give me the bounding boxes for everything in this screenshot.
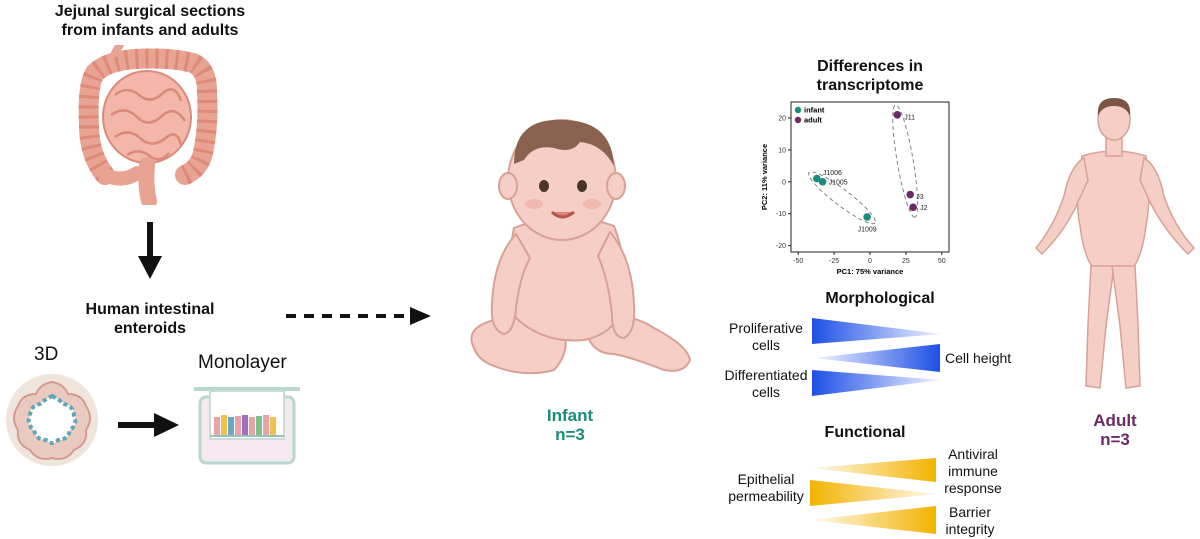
proliferative-line1: Proliferative bbox=[729, 320, 803, 336]
differentiated-wedge bbox=[812, 370, 942, 396]
functional-title: Functional bbox=[824, 424, 906, 441]
legend-adult-swatch bbox=[794, 116, 802, 124]
differentiated-cells-label: Differentiated cells bbox=[718, 367, 814, 401]
functional-wedges bbox=[810, 458, 938, 534]
enteroids-title: Human intestinal enteroids bbox=[45, 300, 255, 338]
enteroids-title-line2: enteroids bbox=[113, 320, 186, 337]
infant-point bbox=[813, 174, 821, 183]
source-title-line2: from infants and adults bbox=[61, 22, 239, 39]
infant-point bbox=[818, 177, 827, 186]
epithelial-wedge bbox=[810, 480, 938, 506]
antiviral-response-label: Antiviral immune response bbox=[936, 446, 1010, 497]
y-tick-label: 10 bbox=[778, 147, 786, 154]
point-label: J3 bbox=[916, 194, 924, 201]
x-tick-label: -25 bbox=[829, 258, 839, 265]
legend-infant-label: infant bbox=[804, 106, 825, 115]
organoid-3d-illustration bbox=[6, 374, 98, 466]
adult-point bbox=[893, 110, 902, 119]
infant-point bbox=[863, 213, 871, 221]
monolayer-transwell-illustration bbox=[194, 387, 300, 465]
point-label: J2 bbox=[920, 205, 928, 212]
y-tick-label: 20 bbox=[778, 115, 786, 122]
y-tick-label: -20 bbox=[776, 243, 786, 250]
infant-n: n=3 bbox=[555, 425, 585, 444]
transcriptome-title-line1: Differences in bbox=[817, 58, 923, 75]
adult-group-ellipse bbox=[892, 104, 919, 218]
source-title-line1: Jejunal surgical sections bbox=[54, 3, 246, 20]
adult-n: n=3 bbox=[1100, 430, 1130, 449]
source-title: Jejunal surgical sections from infants a… bbox=[20, 2, 280, 40]
cell-height-label: Cell height bbox=[945, 350, 1012, 366]
differentiated-line1: Differentiated bbox=[724, 367, 808, 383]
x-axis-label: PC1: 75% variance bbox=[837, 267, 904, 276]
antiviral-wedge bbox=[810, 458, 936, 482]
down-arrow-icon bbox=[138, 222, 162, 279]
transcriptome-title: Differences in transcriptome bbox=[780, 57, 960, 95]
proliferative-line2: cells bbox=[751, 337, 780, 353]
enteroids-title-line1: Human intestinal bbox=[85, 301, 215, 318]
point-label: J1006 bbox=[823, 170, 842, 177]
point-label: J1009 bbox=[858, 226, 877, 233]
barrier-integrity-label: Barrier integrity bbox=[938, 504, 1002, 538]
adult-label: Adult bbox=[1093, 411, 1137, 430]
point-label: J1005 bbox=[829, 179, 848, 186]
barrier-line2: integrity bbox=[945, 521, 995, 537]
legend-infant-swatch bbox=[794, 106, 802, 114]
infant-group-ellipse bbox=[808, 171, 876, 225]
morphological-wedges bbox=[812, 318, 942, 396]
epithelial-line2: permeability bbox=[728, 488, 804, 504]
infant-label-group: Infant n=3 bbox=[530, 406, 610, 444]
adult-point bbox=[906, 190, 915, 199]
x-tick-label: 25 bbox=[902, 258, 910, 265]
infant-illustration bbox=[470, 119, 692, 375]
antiviral-line1: Antiviral bbox=[948, 446, 998, 462]
point-label: J11 bbox=[904, 114, 915, 121]
dashed-arrow-icon bbox=[286, 307, 431, 325]
pca-scatter-chart: -50 -25 0 25 50 -20 -10 0 10 20 PC1: 75% variance P… bbox=[760, 101, 950, 276]
antiviral-line2: immune bbox=[948, 463, 998, 479]
x-tick-label: -50 bbox=[793, 258, 803, 265]
adult-label-group: Adult n=3 bbox=[1075, 411, 1155, 449]
cell-height-wedge bbox=[814, 344, 940, 372]
proliferative-cells-label: Proliferative cells bbox=[725, 320, 807, 354]
adult-illustration bbox=[1034, 98, 1196, 389]
label-3d: 3D bbox=[34, 344, 59, 365]
transcriptome-title-line2: transcriptome bbox=[816, 77, 924, 94]
epithelial-line1: Epithelial bbox=[737, 471, 795, 487]
x-tick-label: 50 bbox=[938, 258, 946, 265]
y-axis-label: PC2: 11% variance bbox=[760, 144, 769, 210]
right-arrow-icon bbox=[118, 413, 179, 437]
antiviral-line3: response bbox=[944, 480, 1002, 496]
adult-point bbox=[909, 203, 917, 212]
proliferative-wedge bbox=[812, 318, 942, 344]
intestine-illustration bbox=[78, 45, 218, 205]
infant-label: Infant bbox=[546, 406, 594, 425]
barrier-wedge bbox=[810, 506, 936, 534]
barrier-line1: Barrier bbox=[948, 504, 991, 520]
epithelial-permeability-label: Epithelial permeability bbox=[718, 471, 814, 505]
differentiated-line2: cells bbox=[751, 384, 780, 400]
y-tick-label: -10 bbox=[776, 211, 786, 218]
label-monolayer: Monolayer bbox=[198, 352, 287, 373]
y-tick-label: 0 bbox=[782, 179, 786, 186]
morphological-title: Morphological bbox=[825, 290, 935, 307]
legend-adult-label: adult bbox=[804, 116, 822, 125]
x-tick-label: 0 bbox=[868, 258, 872, 265]
